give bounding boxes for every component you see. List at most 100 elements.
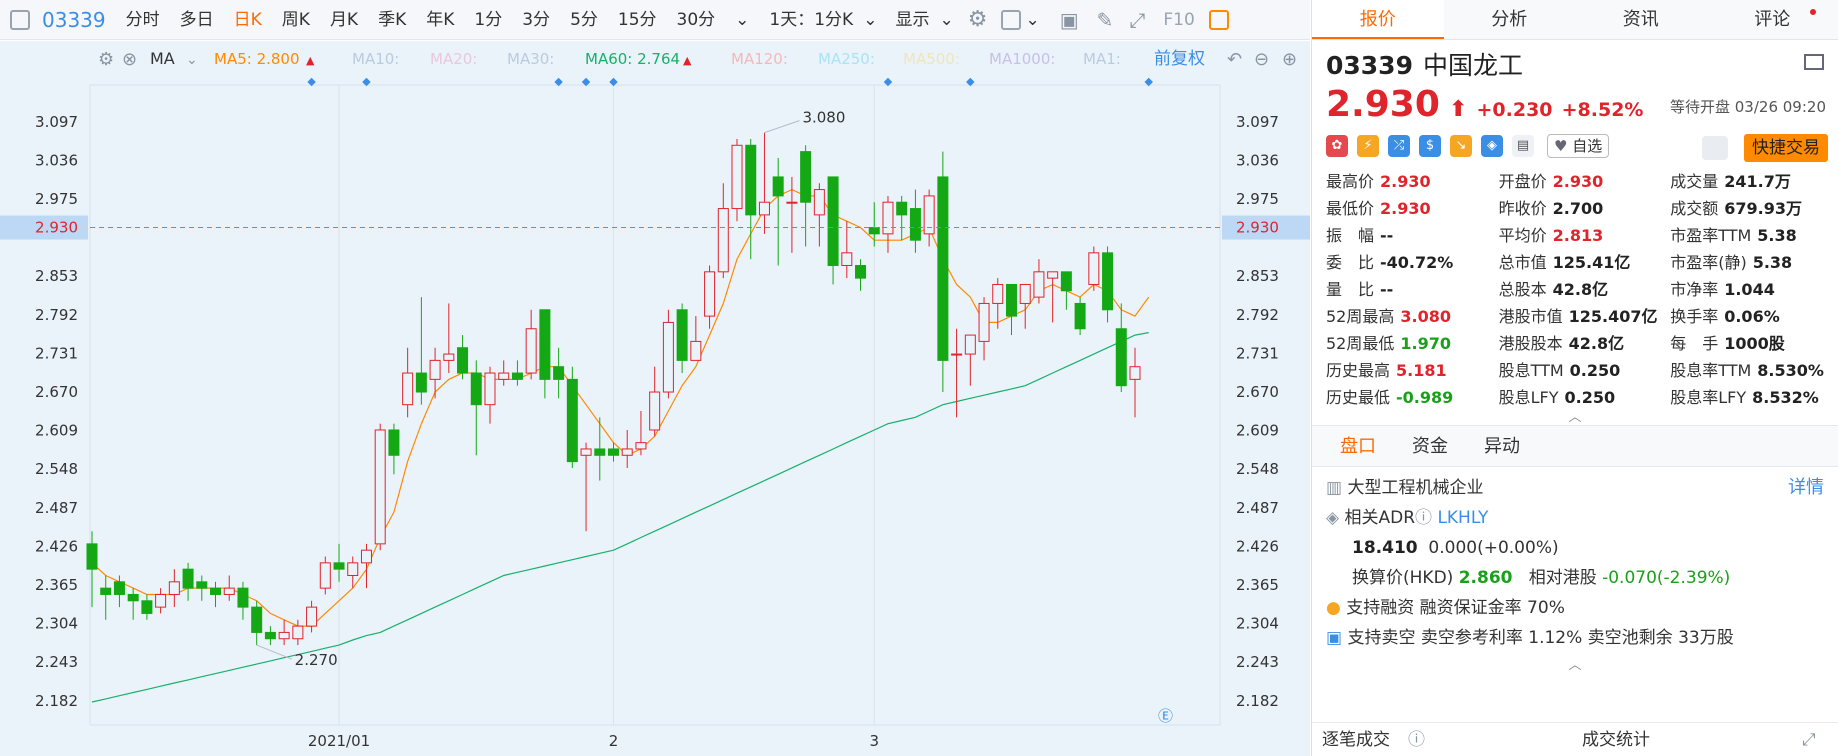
- candle-body[interactable]: [690, 340, 702, 361]
- candle-body[interactable]: [923, 195, 935, 235]
- fullscreen-icon[interactable]: ⤢: [1129, 7, 1146, 32]
- subtab-orderbook[interactable]: 盘口: [1340, 436, 1376, 457]
- trade-stats-button[interactable]: 成交统计: [1582, 730, 1650, 750]
- candle-body[interactable]: [1019, 283, 1031, 304]
- subtab-capital[interactable]: 资金: [1412, 436, 1448, 457]
- sidebar-toggle-icon[interactable]: [10, 9, 30, 30]
- candle-body[interactable]: [992, 283, 1004, 304]
- help-circle-icon[interactable]: ⓘ: [1408, 730, 1425, 750]
- detail-link[interactable]: 详情: [1788, 477, 1824, 498]
- period-yearly-k[interactable]: 年K: [426, 9, 455, 30]
- candle-body[interactable]: [525, 328, 537, 374]
- candle-body[interactable]: [662, 321, 674, 393]
- candle-body[interactable]: [1102, 252, 1114, 311]
- candle-body[interactable]: [786, 201, 798, 204]
- display-menu[interactable]: 显示: [895, 9, 930, 30]
- candle-body[interactable]: [374, 429, 386, 545]
- kline-chart-svg[interactable]: ⚙ ⊗ MA ⌄ MA5: 2.800 ▲ MA10: MA20: MA30: …: [0, 41, 1310, 756]
- alert-bell-icon[interactable]: [1702, 136, 1728, 160]
- camera-icon[interactable]: ▣: [1059, 7, 1079, 32]
- candle-body[interactable]: [443, 353, 455, 361]
- period-30min[interactable]: 30分: [676, 9, 716, 30]
- tab-news[interactable]: 资讯: [1622, 9, 1659, 30]
- candle-body[interactable]: [127, 593, 139, 602]
- period-multiday[interactable]: 多日: [179, 9, 214, 30]
- ma-select[interactable]: MA: [150, 49, 175, 68]
- candle-body[interactable]: [251, 606, 263, 633]
- interval-chevron-icon[interactable]: ⌄: [863, 9, 878, 30]
- candle-body[interactable]: [841, 252, 853, 266]
- hk-connect-icon[interactable]: ✿: [1326, 135, 1348, 157]
- collapse-quote-icon[interactable]: ︿: [1568, 410, 1582, 425]
- chart-settings-gear-icon[interactable]: ⚙: [98, 49, 114, 70]
- trend-down-icon[interactable]: ↘: [1450, 135, 1472, 157]
- tab-quote[interactable]: 报价: [1312, 0, 1444, 39]
- panel-menu-icon[interactable]: [1804, 54, 1824, 70]
- candle-body[interactable]: [223, 587, 235, 595]
- stock-code-tab[interactable]: 03339: [42, 7, 106, 32]
- candle-body[interactable]: [1088, 252, 1100, 285]
- forward-adjust-button[interactable]: 前复权: [1154, 49, 1205, 69]
- candle-body[interactable]: [882, 201, 894, 235]
- candle-body[interactable]: [1060, 271, 1072, 292]
- candle-body[interactable]: [182, 568, 194, 589]
- tick-trades-button[interactable]: 逐笔成交: [1322, 730, 1390, 750]
- box-chevron-icon[interactable]: ⌄: [1025, 9, 1040, 30]
- candle-body[interactable]: [511, 372, 523, 380]
- candle-body[interactable]: [196, 581, 208, 589]
- flash-icon[interactable]: ⚡: [1357, 135, 1379, 157]
- candle-body[interactable]: [827, 176, 839, 266]
- candle-body[interactable]: [113, 581, 125, 595]
- candles[interactable]: [86, 132, 1141, 646]
- panel-toggle-icon[interactable]: [1208, 9, 1229, 30]
- candle-body[interactable]: [333, 562, 345, 570]
- close-indicator-icon[interactable]: ⊗: [122, 49, 137, 70]
- candle-body[interactable]: [937, 176, 949, 361]
- add-watchlist-button[interactable]: ♥ 自选: [1547, 134, 1610, 158]
- box-select-icon[interactable]: [1001, 9, 1022, 30]
- candle-body[interactable]: [621, 448, 633, 456]
- candle-body[interactable]: [649, 391, 661, 431]
- candle-body[interactable]: [484, 372, 496, 406]
- period-minute[interactable]: 分时: [125, 9, 160, 30]
- candle-body[interactable]: [1033, 271, 1045, 298]
- candle-body[interactable]: [800, 151, 812, 203]
- adr-code-link[interactable]: LKHLY: [1437, 508, 1489, 528]
- period-quarterly-k[interactable]: 季K: [378, 9, 407, 30]
- more-periods-chevron-icon[interactable]: ⌄: [735, 9, 750, 30]
- dollar-icon[interactable]: $: [1419, 135, 1441, 157]
- candle-body[interactable]: [704, 271, 716, 317]
- period-3min[interactable]: 3分: [522, 9, 551, 30]
- candle-body[interactable]: [429, 359, 441, 380]
- event-e-icon[interactable]: Ⓔ: [1158, 707, 1173, 725]
- candle-body[interactable]: [402, 372, 414, 406]
- candle-body[interactable]: [86, 543, 98, 570]
- kline-chart[interactable]: ⚙ ⊗ MA ⌄ MA5: 2.800 ▲ MA10: MA20: MA30: …: [0, 41, 1310, 756]
- candle-body[interactable]: [470, 372, 482, 406]
- candle-body[interactable]: [855, 264, 867, 279]
- candle-body[interactable]: [868, 227, 880, 235]
- document-icon[interactable]: ▤: [1512, 135, 1534, 157]
- period-1min[interactable]: 1分: [474, 9, 503, 30]
- candle-body[interactable]: [772, 176, 784, 197]
- candle-body[interactable]: [758, 201, 770, 216]
- candle-body[interactable]: [580, 448, 592, 456]
- candle-body[interactable]: [745, 144, 757, 216]
- display-chevron-icon[interactable]: ⌄: [939, 9, 954, 30]
- settings-gear-icon[interactable]: ⚙: [967, 7, 988, 32]
- pen-draw-icon[interactable]: ✎: [1096, 7, 1114, 32]
- period-monthly-k[interactable]: 月K: [329, 9, 359, 30]
- candle-body[interactable]: [264, 631, 276, 640]
- shuffle-icon[interactable]: ⤮: [1388, 135, 1410, 157]
- candle-body[interactable]: [539, 309, 551, 380]
- candle-body[interactable]: [388, 429, 400, 456]
- ma-chevron-icon[interactable]: ⌄: [186, 52, 198, 68]
- candle-body[interactable]: [608, 448, 619, 456]
- collapse-info-icon[interactable]: ︿: [1568, 658, 1582, 673]
- candle-body[interactable]: [155, 593, 167, 608]
- candle-body[interactable]: [566, 378, 578, 463]
- candle-body[interactable]: [168, 581, 180, 595]
- candle-body[interactable]: [964, 334, 976, 355]
- candle-body[interactable]: [1129, 366, 1141, 380]
- candle-body[interactable]: [1005, 283, 1017, 317]
